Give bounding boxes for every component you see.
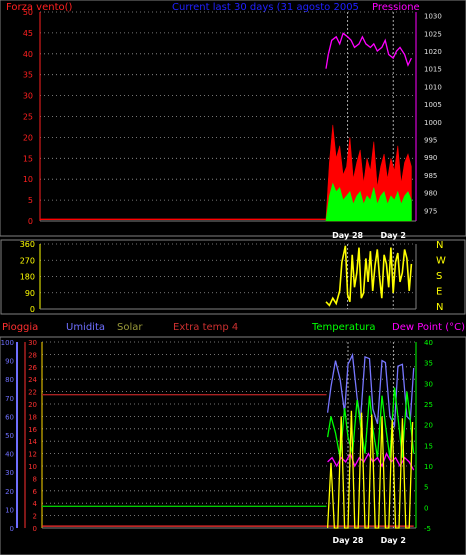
y-tick-label-right: 1030 [424, 13, 442, 21]
y-tick-label-left: 90 [25, 289, 35, 298]
y-tick-label-left: 40 [23, 50, 33, 59]
compass-label: W [436, 256, 446, 267]
y-tick-label-humidity: 100 [1, 339, 14, 347]
legend-temperatura: Temperatura [311, 322, 376, 333]
x-tick-label: Day 28 [333, 536, 364, 545]
y-tick-label-left: 0 [30, 305, 35, 314]
y-tick-label-left: 15 [23, 154, 33, 163]
y-tick-label-right: 1025 [424, 30, 442, 38]
y-tick-label-right: 1015 [424, 66, 442, 74]
y-tick-label-humidity: 60 [5, 413, 14, 421]
y-tick-label-right: 1020 [424, 48, 442, 56]
series-umidita [326, 352, 415, 429]
pressure-title: Pressione [372, 2, 420, 13]
x-tick-label: Day 2 [381, 231, 406, 240]
y-tick-label-right: 990 [424, 154, 437, 162]
y-tick-label-humidity: 10 [5, 506, 14, 514]
legend-umidita: Umidita [66, 322, 105, 333]
wind-pressure-panel: 0510152025303540455097598098599099510001… [0, 0, 466, 240]
y-tick-label-right: 995 [424, 137, 437, 145]
panel-frame [0, 239, 466, 315]
panel-frame [0, 0, 466, 237]
y-tick-label-left: 180 [20, 273, 35, 282]
y-tick-label-rain: 18 [28, 413, 37, 421]
y-tick-label-temperature: 25 [424, 401, 433, 409]
y-tick-label-humidity: 80 [5, 376, 14, 384]
y-tick-label-rain: 30 [28, 339, 37, 347]
y-tick-label-left: 45 [23, 29, 33, 38]
compass-label: N [436, 302, 443, 313]
y-tick-label-temperature: 35 [424, 360, 433, 368]
y-tick-label-left: 25 [23, 113, 33, 122]
y-tick-label-humidity: 0 [10, 525, 14, 533]
y-tick-label-rain: 20 [28, 401, 37, 409]
legend-solar: Solar [117, 322, 143, 333]
y-tick-label-temperature: 10 [424, 463, 433, 471]
y-tick-label-right: 980 [424, 190, 437, 198]
y-tick-label-rain: 6 [33, 488, 38, 496]
y-tick-label-left: 35 [23, 71, 33, 80]
y-tick-label-temperature: 40 [424, 339, 433, 347]
y-tick-label-temperature: 5 [424, 484, 428, 492]
weather-multi-panel: 0102030405060708090100024681012141618202… [0, 336, 466, 555]
y-tick-label-right: 985 [424, 172, 437, 180]
y-tick-label-left: 0 [28, 217, 33, 226]
y-tick-label-rain: 2 [33, 513, 37, 521]
legend-pioggia: Pioggia [2, 322, 38, 333]
y-tick-label-rain: 22 [28, 389, 37, 397]
y-tick-label-rain: 12 [28, 451, 37, 459]
y-tick-label-rain: 8 [33, 475, 37, 483]
y-tick-label-rain: 4 [33, 500, 38, 508]
y-tick-label-rain: 26 [28, 364, 37, 372]
y-tick-label-left: 5 [28, 196, 33, 205]
y-tick-label-right: 1010 [424, 83, 442, 91]
y-tick-label-left: 270 [20, 256, 35, 265]
y-tick-label-humidity: 30 [5, 469, 14, 477]
y-tick-label-left: 30 [23, 92, 33, 101]
wind-title: Forza vento() [6, 2, 73, 13]
y-tick-label-right: 1000 [424, 119, 442, 127]
y-tick-label-left: 50 [23, 8, 33, 17]
y-tick-label-humidity: 50 [5, 432, 14, 440]
y-tick-label-humidity: 90 [5, 358, 14, 366]
y-tick-label-temperature: 20 [424, 422, 433, 430]
x-tick-label: Day 28 [332, 231, 363, 240]
y-tick-label-rain: 16 [28, 426, 37, 434]
y-tick-label-right: 975 [424, 207, 437, 215]
y-tick-label-rain: 14 [28, 438, 37, 446]
y-tick-label-humidity: 20 [5, 488, 14, 496]
y-tick-label-temperature: 15 [424, 442, 433, 450]
y-tick-label-rain: 0 [33, 525, 37, 533]
x-tick-label: Day 2 [381, 536, 406, 545]
y-tick-label-temperature: -5 [424, 525, 431, 533]
y-tick-label-humidity: 40 [5, 451, 14, 459]
compass-label: E [436, 287, 442, 298]
y-tick-label-left: 20 [23, 133, 33, 142]
y-tick-label-left: 360 [20, 240, 35, 249]
series-solar [326, 410, 414, 529]
chart-title: Current last 30 days (31 agosto 2005 [172, 2, 359, 13]
y-tick-label-rain: 24 [28, 376, 37, 384]
series-direction [325, 245, 413, 307]
legend-dew-point: Dew Point (°C) [392, 322, 465, 333]
y-tick-label-right: 1005 [424, 101, 442, 109]
compass-label: S [436, 271, 442, 282]
series-avg [325, 182, 412, 222]
y-tick-label-temperature: 0 [424, 504, 428, 512]
legend-extra-temp: Extra temp 4 [173, 322, 238, 333]
y-tick-label-left: 10 [23, 175, 33, 184]
series-pressure [325, 32, 412, 69]
compass-label: N [436, 240, 443, 251]
y-tick-label-humidity: 70 [5, 395, 14, 403]
y-tick-label-rain: 28 [28, 351, 37, 359]
y-tick-label-rain: 10 [28, 463, 37, 471]
panel-frame [0, 336, 466, 555]
y-tick-label-temperature: 30 [424, 380, 433, 388]
